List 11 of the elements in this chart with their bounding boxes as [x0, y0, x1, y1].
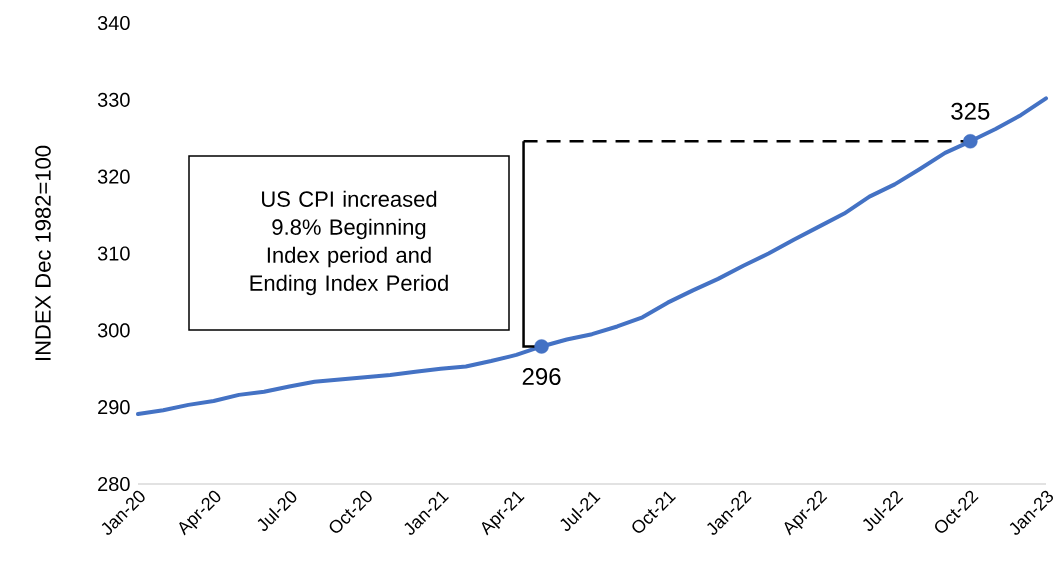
y-tick-label: 320	[97, 169, 130, 184]
annotation: US CPI increased 9.8% Beginning Index period and Ending Index Period	[250, 190, 448, 296]
y-tick-label: 300	[97, 323, 130, 338]
y-axis-title: INDEX Dec 1982=100	[35, 145, 51, 361]
annotation: 296	[522, 368, 561, 385]
y-tick-label: 290	[98, 400, 130, 415]
y-tick-label: 310	[97, 246, 130, 261]
y-tick-label: 330	[97, 92, 130, 107]
annotation: 325	[951, 102, 990, 120]
y-tick-label: 280	[98, 476, 130, 492]
y-tick-label: 340	[97, 15, 130, 31]
